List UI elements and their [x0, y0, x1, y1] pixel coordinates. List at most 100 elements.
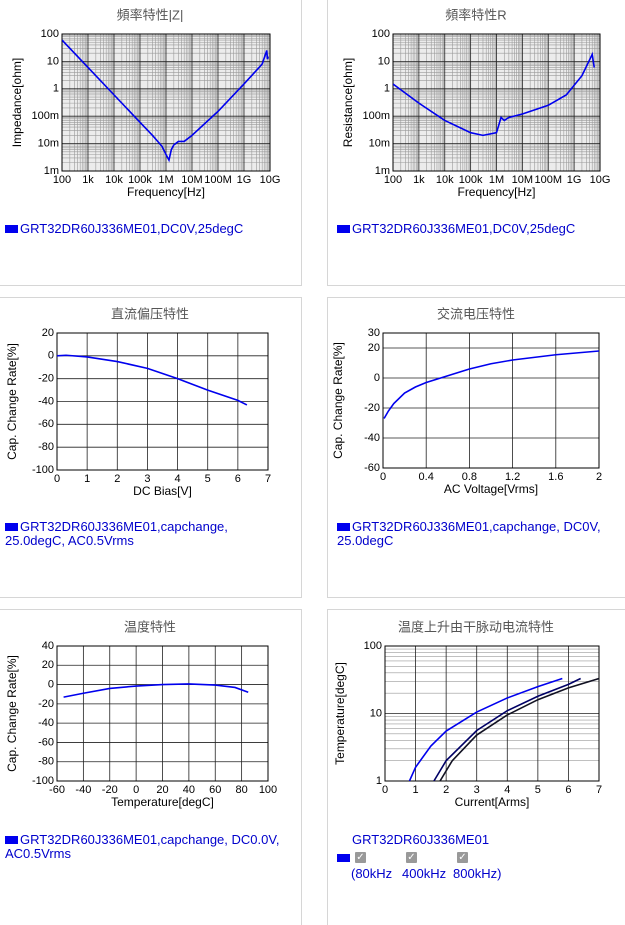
legend-entry: GRT32DR60J336ME01,capchange, 25.0degC, A… — [5, 520, 285, 548]
x-tick-label: 0.4 — [419, 471, 434, 483]
plot-frame — [392, 33, 601, 172]
x-axis-label: AC Voltage[Vrms] — [444, 482, 538, 496]
panel — [327, 297, 625, 598]
x-tick-label: 100k — [128, 174, 152, 186]
x-tick-label: 2 — [596, 471, 602, 483]
y-tick-label: 1m — [375, 165, 390, 177]
legend-swatch — [5, 523, 18, 531]
series-line — [433, 677, 582, 781]
y-tick-label: 20 — [42, 659, 54, 671]
series-line — [408, 677, 563, 781]
y-axis-label: Cap. Change Rate[%] — [5, 655, 19, 772]
series-line — [62, 39, 269, 163]
legend-label: 800kHz) — [453, 866, 502, 881]
series-line — [439, 677, 599, 781]
y-tick-label: 100m — [31, 110, 59, 122]
chart-title: 頻率特性R — [445, 7, 506, 22]
legend-label: 400kHz — [402, 866, 447, 881]
legend-label: GRT32DR60J336ME01,capchange, DC0.0V, AC0… — [5, 832, 280, 861]
y-axis-label: Temperature[degC] — [333, 662, 347, 765]
plot-area — [383, 333, 599, 468]
y-tick-label: 10m — [369, 138, 390, 150]
x-tick-label: 1.2 — [505, 471, 520, 483]
x-tick-label: 100 — [259, 784, 277, 796]
y-tick-label: -60 — [38, 418, 54, 430]
x-tick-label: 100M — [204, 174, 232, 186]
y-tick-label: 100m — [362, 110, 390, 122]
y-tick-label: 0 — [374, 372, 380, 384]
legend-entry: GRT32DR60J336ME01,DC0V,25degC — [5, 222, 285, 236]
y-tick-label: 30 — [368, 327, 380, 339]
y-tick-label: 40 — [42, 640, 54, 652]
x-tick-label: 2 — [114, 473, 120, 485]
x-tick-label: 10k — [105, 174, 123, 186]
x-tick-label: 40 — [183, 784, 195, 796]
x-tick-label: 10M — [181, 174, 202, 186]
legend-swatch — [5, 225, 18, 233]
legend-swatch — [337, 523, 350, 531]
chart-title: 温度特性 — [124, 619, 176, 634]
y-tick-label: -60 — [38, 736, 54, 748]
y-tick-label: -80 — [38, 441, 54, 453]
x-axis-label: Temperature[degC] — [111, 795, 214, 809]
y-tick-label: 100 — [372, 28, 390, 40]
y-tick-label: 10 — [370, 707, 382, 719]
y-tick-label: 100 — [41, 28, 59, 40]
x-tick-label: -60 — [49, 784, 65, 796]
plot-frame — [384, 645, 600, 782]
x-tick-label: 4 — [504, 784, 510, 796]
x-axis-label: Current[Arms] — [455, 795, 530, 809]
y-tick-label: -40 — [38, 717, 54, 729]
y-axis-label: Cap. Change Rate[%] — [5, 343, 19, 460]
x-tick-label: 1 — [84, 473, 90, 485]
y-tick-label: 10 — [47, 55, 59, 67]
legend-label: GRT32DR60J336ME01,DC0V,25degC — [352, 221, 576, 236]
legend-checkbox[interactable]: ✓ — [406, 852, 417, 863]
x-tick-label: 10M — [512, 174, 533, 186]
x-tick-label: 2 — [443, 784, 449, 796]
y-axis-label: Cap. Change Rate[%] — [331, 342, 345, 459]
x-tick-label: 5 — [535, 784, 541, 796]
x-tick-label: 6 — [565, 784, 571, 796]
y-tick-label: -20 — [38, 373, 54, 385]
y-tick-label: -40 — [364, 432, 380, 444]
y-tick-label: 100 — [364, 640, 382, 652]
x-tick-label: 1k — [413, 174, 425, 186]
plot-frame — [56, 332, 269, 471]
chart-title: 直流偏压特性 — [111, 306, 189, 321]
y-tick-label: 20 — [368, 342, 380, 354]
chart-title: 交流电压特性 — [437, 306, 515, 321]
x-tick-label: -40 — [75, 784, 91, 796]
y-axis-label: Resistance[ohm] — [341, 58, 355, 147]
series-line — [383, 350, 599, 419]
x-tick-label: 1G — [237, 174, 252, 186]
x-axis-label: Frequency[Hz] — [457, 185, 535, 199]
y-tick-label: 1 — [384, 83, 390, 95]
x-tick-label: 100M — [534, 174, 562, 186]
panel — [0, 609, 302, 925]
x-tick-label: 100 — [53, 174, 71, 186]
x-tick-label: 3 — [144, 473, 150, 485]
legend-label: GRT32DR60J336ME01,capchange, 25.0degC, A… — [5, 519, 228, 548]
panel — [327, 0, 625, 286]
legend-checkbox[interactable]: ✓ — [457, 852, 468, 863]
plot-frame — [382, 332, 600, 469]
x-tick-label: 100 — [384, 174, 402, 186]
x-tick-label: 60 — [209, 784, 221, 796]
x-tick-label: 6 — [235, 473, 241, 485]
x-tick-label: 1 — [413, 784, 419, 796]
legend-swatch — [5, 836, 18, 844]
y-tick-label: 1 — [53, 83, 59, 95]
y-tick-label: 0 — [48, 678, 54, 690]
legend-checkbox[interactable]: ✓ — [355, 852, 366, 863]
plot-frame — [61, 33, 271, 172]
x-tick-label: 1M — [489, 174, 504, 186]
legend-swatch — [337, 225, 350, 233]
x-tick-label: 0 — [133, 784, 139, 796]
x-tick-label: -20 — [102, 784, 118, 796]
y-tick-label: -20 — [364, 402, 380, 414]
y-tick-label: 1m — [44, 165, 59, 177]
x-tick-label: 0 — [380, 471, 386, 483]
